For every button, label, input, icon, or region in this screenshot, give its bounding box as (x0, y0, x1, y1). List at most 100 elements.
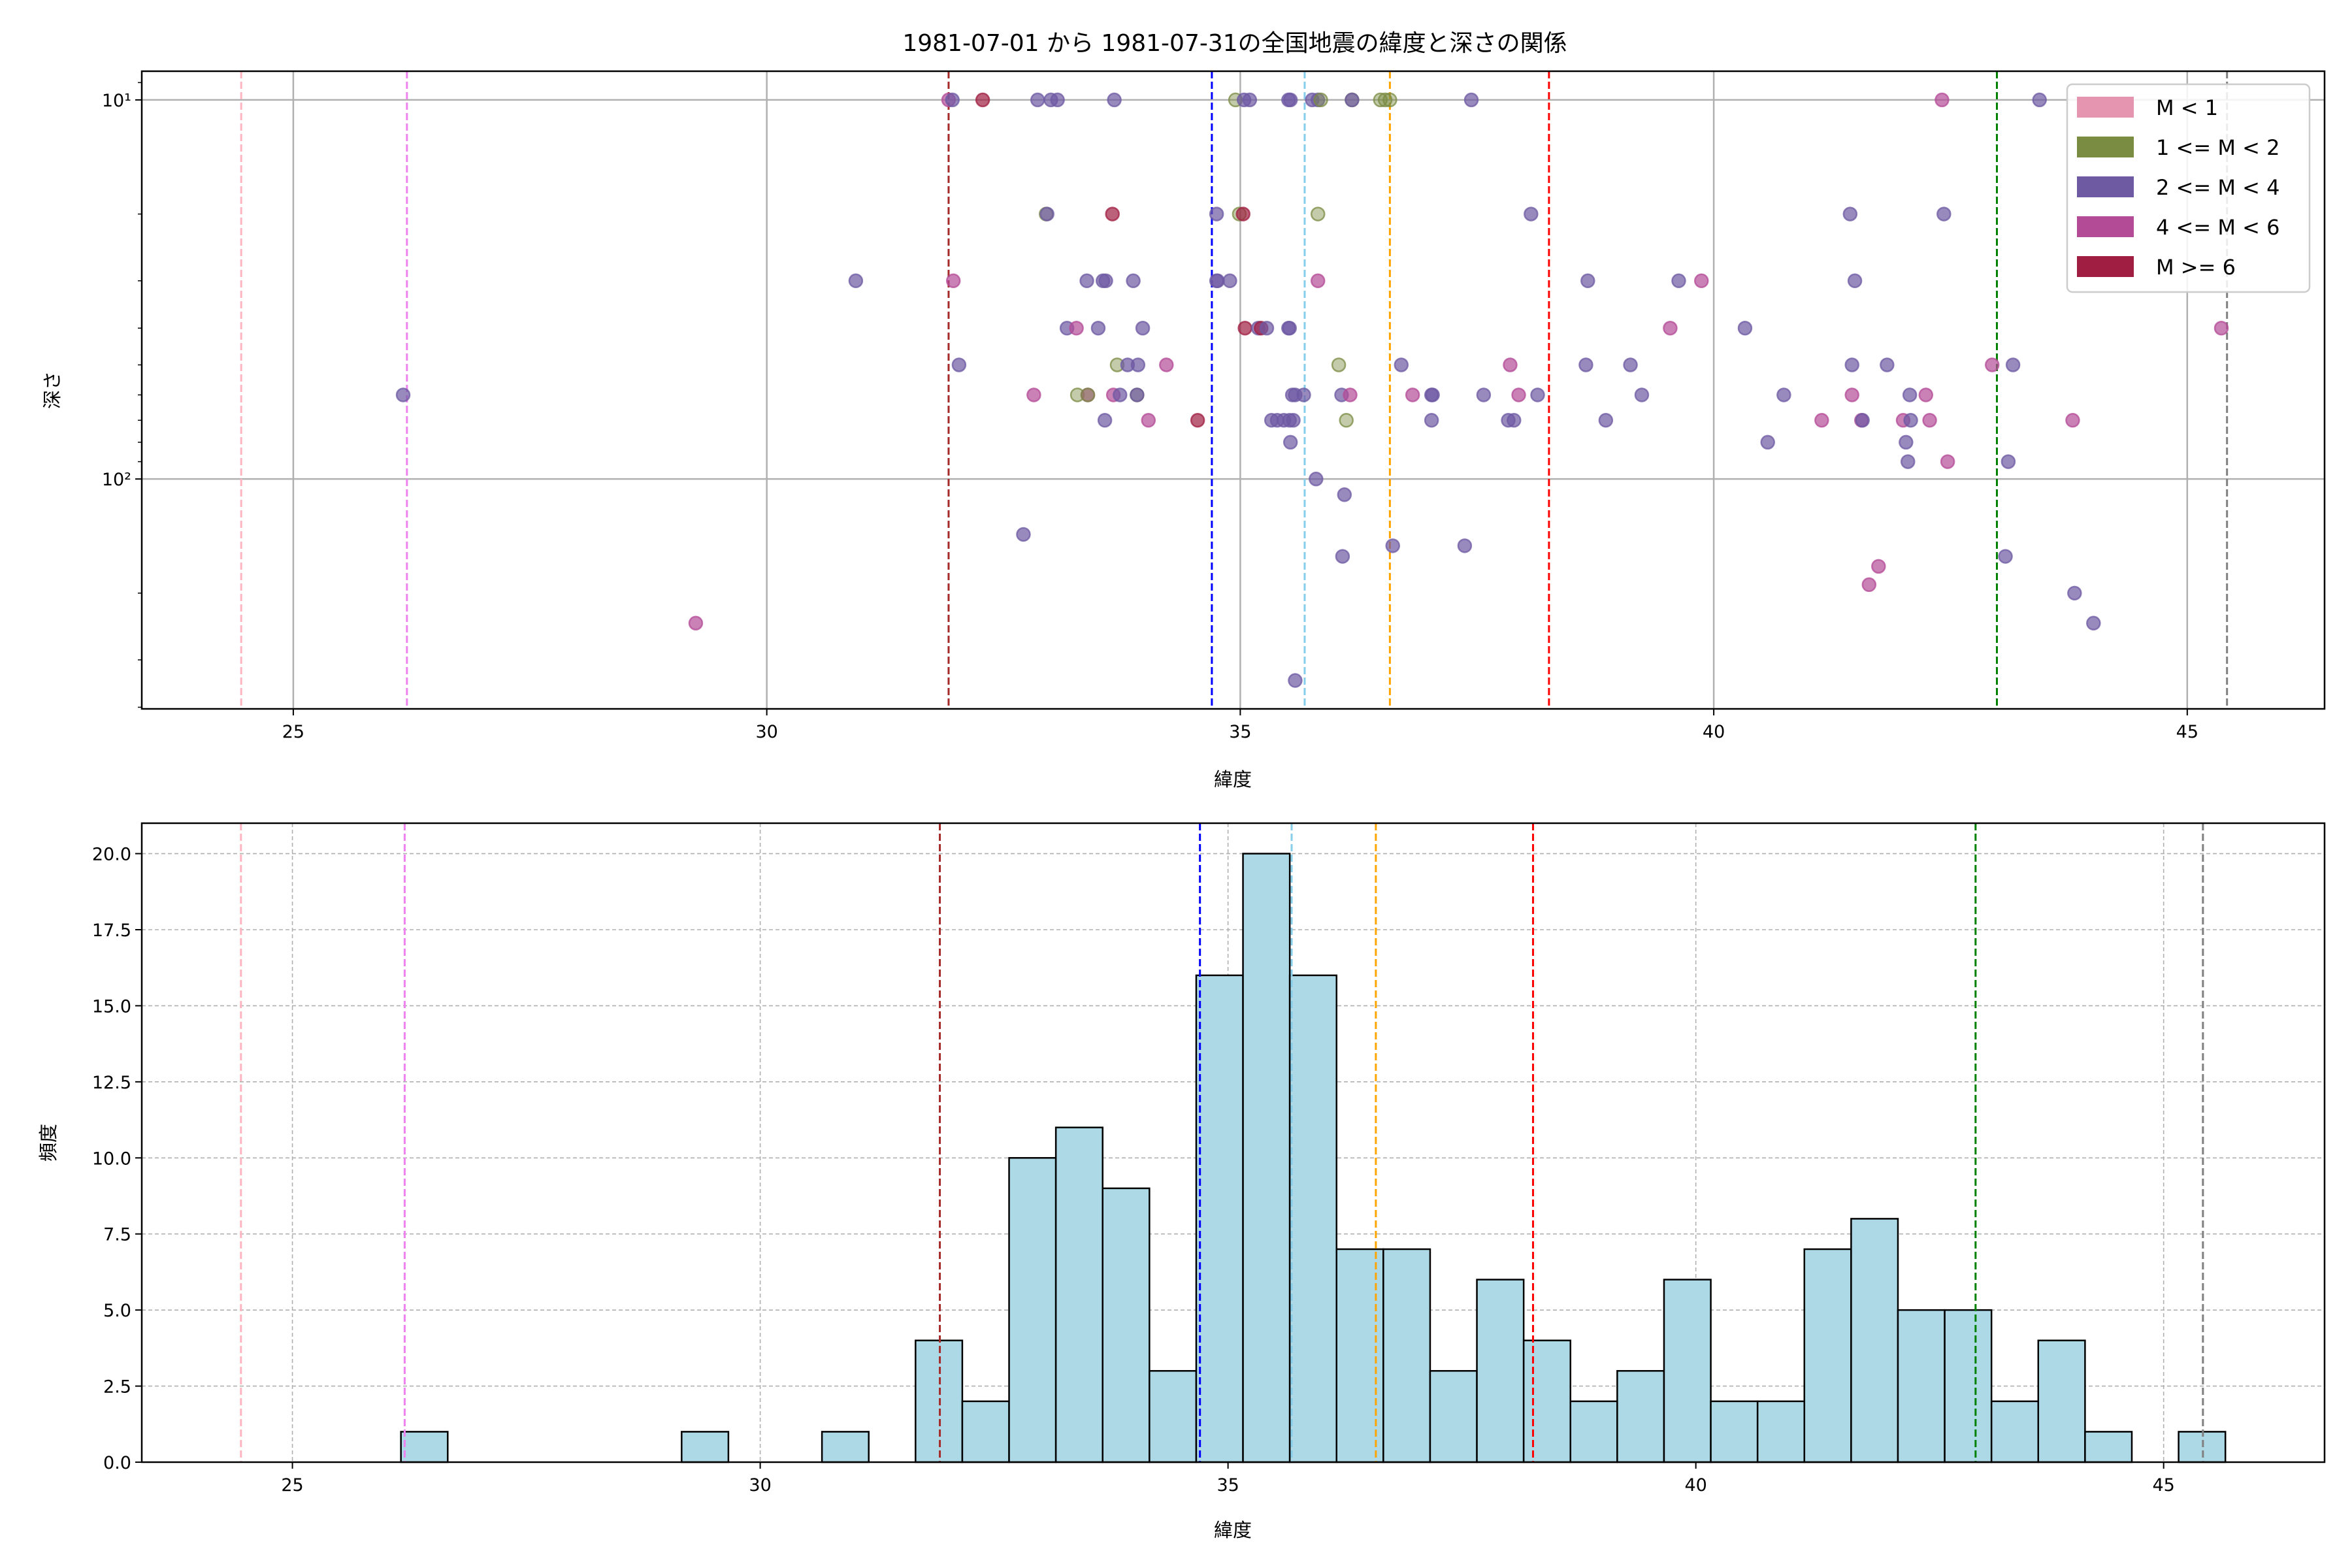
scatter-point (1079, 273, 1094, 289)
scatter-point (1457, 538, 1473, 553)
scatter-point (1394, 357, 1409, 372)
scatter-point (1507, 413, 1522, 428)
scatter-point (1578, 357, 1593, 372)
legend-swatch (2077, 176, 2134, 197)
scatter-point (1918, 387, 1934, 402)
scatter-point (1282, 321, 1297, 336)
histogram-bar (1756, 1400, 1806, 1463)
scatter-point (1135, 321, 1151, 336)
legend-label: M >= 6 (2156, 255, 2236, 280)
legend-swatch (2077, 97, 2134, 118)
scatter-point (1345, 92, 1360, 108)
scatter-point (2086, 615, 2101, 631)
scatter-point (1623, 357, 1638, 372)
scatter-points (395, 92, 2229, 688)
scatter-point (1126, 273, 1141, 289)
y-tick-label: 10.0 (92, 1149, 131, 1169)
scatter-point (1080, 387, 1096, 402)
x-tick-label: 35 (1217, 1475, 1239, 1495)
histogram-y-label: 頻度 (37, 1124, 59, 1162)
y-tick-label: 0.0 (103, 1453, 131, 1473)
histogram-bar (1944, 1309, 1993, 1463)
scatter-point (1242, 92, 1258, 108)
scatter-point (1598, 413, 1614, 428)
scatter-point (1530, 387, 1545, 402)
histogram-bar (1382, 1248, 1431, 1463)
scatter-point (1039, 206, 1054, 221)
histogram-bar (1429, 1370, 1478, 1463)
histogram-bar (1476, 1279, 1525, 1463)
scatter-point (1141, 413, 1156, 428)
y-tick-label: 7.5 (103, 1225, 131, 1245)
histogram-bar (1288, 974, 1337, 1463)
legend-label: 4 <= M < 6 (2156, 215, 2279, 240)
histogram-bar (681, 1431, 730, 1463)
scatter-point (2065, 413, 2080, 428)
scatter-point (1190, 413, 1205, 428)
histogram-bar (1195, 974, 1244, 1463)
scatter-point (1511, 387, 1526, 402)
scatter-point (1282, 92, 1298, 108)
chart-title: 1981-07-01 から 1981-07-31の全国地震の緯度と深さの関係 (902, 30, 1567, 57)
scatter-point (1282, 434, 1298, 450)
scatter-point (1286, 413, 1301, 428)
scatter-point (1844, 387, 1859, 402)
scatter-axes: 25 30 35 40 45 10¹ 10² 緯度 深さ M < 1 1 <= M < 2 2 … (41, 70, 2326, 791)
legend-swatch (2077, 216, 2134, 237)
y-tick-label: 10² (102, 470, 131, 490)
scatter-point (1424, 413, 1439, 428)
histogram-reference-lines (240, 823, 2204, 1462)
legend-frame (2066, 83, 2311, 293)
scatter-point (1871, 559, 1886, 574)
scatter-point (1760, 434, 1775, 450)
scatter-ticks: 25 30 35 40 45 10¹ 10² (102, 82, 2198, 742)
scatter-point (1900, 454, 1916, 469)
histogram-bar (1522, 1339, 1572, 1463)
scatter-point (1090, 321, 1106, 336)
scatter-point (1309, 471, 1324, 487)
scatter-point (1030, 92, 1045, 108)
scatter-point (1737, 321, 1753, 336)
scatter-point (1855, 413, 1870, 428)
scatter-point (1016, 527, 1031, 542)
histogram-bars (400, 853, 2227, 1463)
scatter-point (1463, 92, 1479, 108)
scatter-x-label: 緯度 (1214, 768, 1252, 791)
histogram-bar (1569, 1400, 1618, 1463)
scatter-point (1902, 387, 1918, 402)
histogram-bar (821, 1431, 870, 1463)
scatter-point (395, 387, 411, 402)
scatter-point (1844, 357, 1859, 372)
scatter-point (1113, 387, 1128, 402)
scatter-point (1861, 577, 1877, 593)
histogram-bar (1663, 1279, 1712, 1463)
scatter-point (1343, 387, 1358, 402)
histogram-axes: 25 30 35 40 45 0.0 2.5 5.0 7.5 10.0 12.5 15.0 17.5 20… (37, 822, 2326, 1541)
x-tick-label: 40 (1703, 722, 1725, 742)
scatter-point (1210, 273, 1225, 289)
x-tick-label: 25 (281, 1475, 303, 1495)
scatter-point (1069, 321, 1084, 336)
histogram-bar (1850, 1218, 1899, 1463)
histogram-x-label: 緯度 (1214, 1519, 1252, 1541)
scatter-point (1880, 357, 1895, 372)
scatter-point (1237, 321, 1252, 336)
scatter-point (2001, 454, 2016, 469)
scatter-point (1335, 549, 1350, 564)
scatter-point (2032, 92, 2047, 108)
histogram-bar (1149, 1370, 1198, 1463)
scatter-point (1026, 387, 1041, 402)
scatter-point (688, 615, 704, 631)
scatter-point (2067, 585, 2082, 601)
x-tick-label: 30 (749, 1475, 771, 1495)
scatter-point (1694, 273, 1709, 289)
scatter-point (1130, 357, 1146, 372)
x-tick-label: 25 (282, 722, 304, 742)
scatter-point (2213, 321, 2229, 336)
scatter-point (1337, 487, 1352, 502)
scatter-point (1098, 273, 1113, 289)
scatter-point (1935, 92, 1950, 108)
scatter-point (1634, 387, 1650, 402)
scatter-point (1984, 357, 2000, 372)
scatter-point (1671, 273, 1686, 289)
